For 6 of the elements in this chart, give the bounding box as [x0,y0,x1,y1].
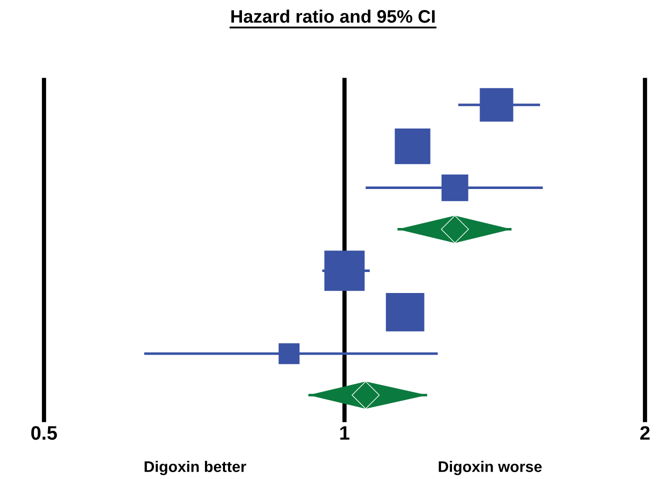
text: Digoxin better [144,460,246,476]
text: Digoxin worse [438,460,542,476]
x-tick-label: 0.5 [31,426,57,440]
x-tick-label: 2 [640,426,650,440]
x-tick-label: 1 [340,426,350,440]
chart-title: Hazard ratio and 95% CI [231,10,435,23]
